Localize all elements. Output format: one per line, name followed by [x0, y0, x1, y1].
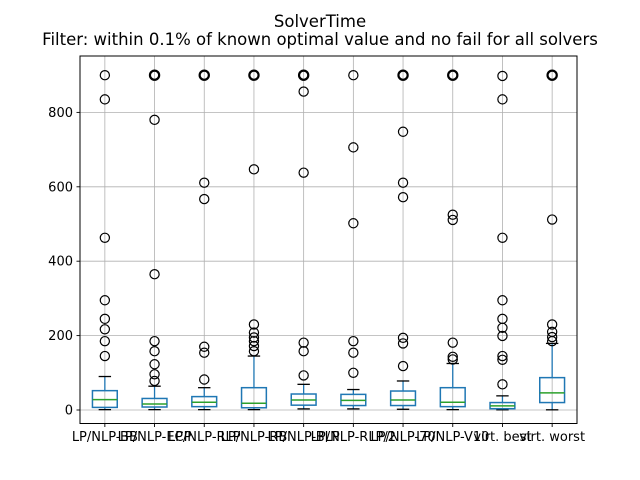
- outlier-point: [546, 69, 558, 81]
- outlier-point: [497, 313, 508, 325]
- outlier-point: [148, 69, 161, 81]
- outlier-point: [248, 69, 260, 81]
- boxplot-box: [439, 386, 466, 408]
- axes-frame: [79, 55, 578, 424]
- outlier-point: [497, 70, 508, 82]
- outlier-point: [99, 94, 111, 105]
- outlier-point: [397, 69, 409, 81]
- outlier-point: [248, 327, 260, 338]
- x-tick-label: LP/NLP-RB: [221, 430, 288, 445]
- outlier-point: [199, 374, 210, 385]
- outlier-point: [149, 335, 160, 347]
- chart-title: SolverTime: [273, 12, 367, 31]
- y-tick-label: 800: [48, 106, 73, 121]
- outlier-point: [348, 335, 359, 347]
- outlier-point: [99, 313, 111, 325]
- outlier-point: [348, 367, 359, 378]
- outlier-point: [348, 142, 359, 153]
- x-tick-label: LP/NLP-BB: [72, 430, 138, 445]
- boxplot-box: [389, 390, 417, 407]
- x-tick-label: virt. worst: [519, 430, 585, 445]
- outlier-point: [199, 347, 210, 358]
- outlier-point: [397, 338, 409, 349]
- outlier-point: [248, 164, 260, 175]
- outlier-point: [199, 177, 210, 188]
- outlier-point: [248, 335, 260, 347]
- outlier-point: [248, 340, 260, 352]
- outlier-point: [546, 331, 558, 343]
- outlier-point: [198, 69, 210, 81]
- outlier-point: [447, 214, 458, 226]
- outlier-point: [99, 335, 111, 347]
- outlier-point: [149, 346, 160, 357]
- outlier-point: [497, 379, 508, 390]
- outlier-point: [546, 326, 558, 338]
- outlier-point: [99, 232, 111, 243]
- boxplot-box: [141, 397, 168, 408]
- outlier-point: [348, 69, 359, 81]
- outlier-point: [199, 341, 210, 352]
- outlier-point: [149, 269, 160, 280]
- x-tick-label: LP/NLP-RLP: [168, 430, 241, 445]
- outlier-point: [348, 218, 359, 229]
- outlier-point: [298, 370, 309, 381]
- outlier-point: [497, 232, 508, 243]
- boxplot-box: [240, 386, 268, 409]
- outlier-point: [248, 332, 260, 343]
- boxplot-box: [539, 376, 566, 404]
- y-tick-label: 600: [48, 180, 73, 195]
- outlier-point: [497, 295, 508, 306]
- outlier-point: [447, 69, 459, 81]
- x-tick-label: LP/NLP-V10: [416, 430, 489, 445]
- outlier-point: [298, 346, 309, 357]
- outlier-point: [447, 337, 458, 348]
- outlier-point: [546, 319, 558, 330]
- outlier-point: [447, 351, 458, 363]
- x-tick-label: LP/NLP-BLP: [268, 430, 340, 445]
- x-tick-label: LP/NLP-ECP: [118, 430, 192, 445]
- y-tick-label: 400: [48, 255, 73, 270]
- outlier-point: [348, 347, 359, 358]
- outlier-point: [497, 330, 508, 342]
- outlier-point: [298, 86, 309, 97]
- outlier-point: [149, 359, 160, 370]
- y-tick-label: 200: [48, 329, 73, 344]
- y-tick-label: 0: [65, 404, 73, 419]
- outlier-point: [447, 209, 458, 220]
- outlier-point: [99, 69, 111, 81]
- outlier-point: [149, 114, 160, 126]
- outlier-point: [149, 369, 160, 380]
- outlier-point: [99, 324, 111, 335]
- outlier-point: [99, 295, 111, 306]
- x-tick-label: virt. best: [473, 430, 531, 445]
- outlier-point: [546, 214, 558, 225]
- outlier-point: [397, 192, 409, 203]
- outlier-point: [497, 94, 508, 105]
- outlier-point: [297, 69, 310, 81]
- outlier-point: [397, 332, 409, 344]
- chart-subtitle: Filter: within 0.1% of known optimal val…: [42, 30, 598, 49]
- outlier-point: [298, 337, 309, 348]
- outlier-point: [397, 126, 409, 137]
- outlier-point: [199, 193, 210, 205]
- outlier-point: [248, 319, 260, 330]
- outlier-point: [298, 167, 309, 178]
- outlier-point: [447, 354, 458, 365]
- outlier-point: [497, 350, 508, 362]
- outlier-point: [149, 375, 160, 387]
- outlier-point: [397, 177, 409, 188]
- outlier-point: [248, 346, 260, 357]
- outlier-point: [497, 354, 508, 365]
- outlier-point: [397, 360, 409, 372]
- x-tick-label: LP/NLP-70: [370, 430, 435, 445]
- x-tick-label: LP/NLP-RLP/2: [311, 430, 396, 445]
- outlier-point: [99, 350, 111, 362]
